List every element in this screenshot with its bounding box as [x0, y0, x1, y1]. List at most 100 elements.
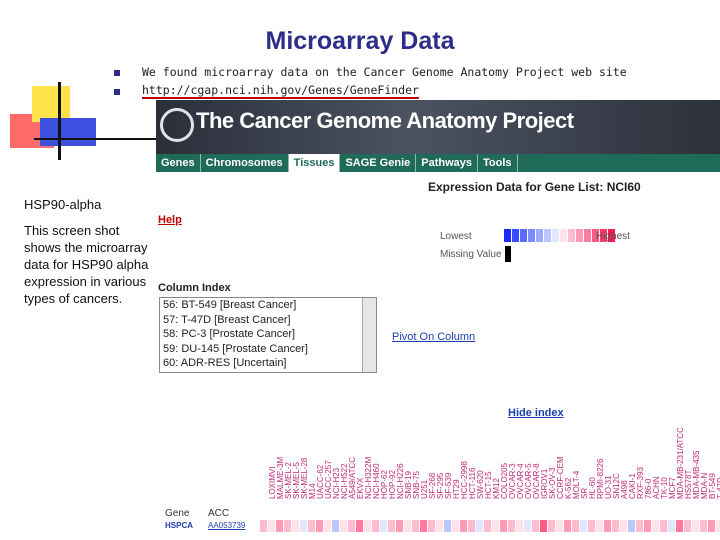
column-index-option[interactable]: 59: DU-145 [Prostate Cancer]	[163, 342, 308, 355]
cell-line-label: U251	[412, 418, 429, 508]
color-scale-legend	[504, 229, 616, 242]
heat-cell	[716, 520, 720, 532]
cell-line-label: SF-539	[436, 418, 453, 508]
column-index-option[interactable]: 58: PC-3 [Prostate Cancer]	[163, 328, 296, 340]
cell-line-label: SK-OV-3	[540, 418, 557, 508]
scale-swatch	[568, 229, 575, 242]
column-index-option[interactable]: 60: ADR-RES [Uncertain]	[163, 357, 287, 369]
cell-line-label: NCI-H226	[388, 418, 405, 508]
legend-lowest-label: Lowest	[440, 231, 472, 242]
heat-cell	[284, 520, 291, 532]
gene-symbol[interactable]: HSPCA	[165, 521, 194, 530]
scale-swatch	[504, 229, 511, 242]
legend-highest-label: Highest	[596, 231, 630, 242]
acc-column-header: ACC	[208, 508, 230, 519]
heat-cell	[596, 520, 603, 532]
heat-cell	[268, 520, 275, 532]
cell-line-label: OVCAR-8	[524, 418, 541, 508]
column-index-option[interactable]: 56: BT-549 [Breast Cancer]	[163, 299, 297, 311]
help-link[interactable]: Help	[158, 214, 182, 226]
heat-cell	[388, 520, 395, 532]
sidebar-description: This screen shot shows the microarray da…	[24, 223, 149, 306]
heat-cell	[692, 520, 699, 532]
gene-column-header: Gene	[165, 508, 190, 519]
heat-cell	[428, 520, 435, 532]
hide-index-link[interactable]: Hide index	[508, 407, 564, 419]
cgap-nav-bar: Genes Chromosomes Tissues SAGE Genie Pathway…	[156, 154, 720, 172]
cell-line-label: HCT-15	[476, 418, 493, 508]
heat-cell	[612, 520, 619, 532]
cell-line-label: HS578T	[676, 418, 693, 508]
cell-line-label: A498	[612, 418, 629, 508]
heat-cell	[484, 520, 491, 532]
nav-tab-tissues[interactable]: Tissues	[288, 154, 341, 172]
cell-line-label: SN12C	[604, 418, 621, 508]
cell-line-label: COLO205	[492, 418, 509, 508]
cell-line-label: LOXIMVI	[260, 418, 277, 508]
heat-cell	[380, 520, 387, 532]
heat-cell	[300, 520, 307, 532]
heat-cell	[356, 520, 363, 532]
decorative-horizontal-line	[34, 138, 160, 140]
cell-line-label: MCF7	[660, 418, 677, 508]
cell-line-label: ACHN	[644, 418, 661, 508]
nav-tab-pathways[interactable]: Pathways	[416, 154, 478, 172]
heat-cell	[452, 520, 459, 532]
cell-line-label: SF-268	[420, 418, 437, 508]
pivot-on-column-link[interactable]: Pivot On Column	[392, 331, 476, 343]
cell-line-label: NCI-H522	[332, 418, 349, 508]
cgap-banner-title: The Cancer Genome Anatomy Project	[196, 108, 574, 133]
heat-cell	[476, 520, 483, 532]
bullet-marker-2	[114, 89, 120, 95]
scale-swatch	[600, 229, 607, 242]
cell-line-label: RPMI-8226	[588, 418, 605, 508]
heat-cell	[412, 520, 419, 532]
cell-line-label: KM12	[484, 418, 501, 508]
heat-cell	[620, 520, 627, 532]
scale-swatch	[528, 229, 535, 242]
heat-cell	[580, 520, 587, 532]
scale-swatch	[536, 229, 543, 242]
cell-line-label: HOP-92	[380, 418, 397, 508]
decorative-vertical-line	[58, 82, 61, 160]
cell-line-label: SK-MEL-5	[284, 418, 301, 508]
heat-cell	[364, 520, 371, 532]
cell-line-label: MDA-MB-231/ATCC	[668, 418, 685, 508]
accession-link[interactable]: AA053739	[208, 521, 246, 530]
nav-tab-sage-genie[interactable]: SAGE Genie	[340, 154, 417, 172]
column-index-listbox[interactable]: 56: BT-549 [Breast Cancer] 57: T-47D [Bre…	[159, 297, 377, 373]
cell-line-label: RXF-393	[628, 418, 645, 508]
heat-cell	[564, 520, 571, 532]
scale-swatch	[592, 229, 599, 242]
expression-data-title: Expression Data for Gene List: NCI60	[428, 180, 641, 194]
nav-tab-genes[interactable]: Genes	[156, 154, 201, 172]
scale-swatch	[576, 229, 583, 242]
heat-cell	[556, 520, 563, 532]
heat-cell	[644, 520, 651, 532]
expression-heat-row	[260, 520, 720, 532]
cgap-banner: The Cancer Genome Anatomy Project	[156, 100, 720, 154]
cell-line-label: HCT-116	[460, 418, 477, 508]
heat-cell	[524, 520, 531, 532]
nav-tab-tools[interactable]: Tools	[478, 154, 518, 172]
heat-cell	[444, 520, 451, 532]
column-index-label: Column Index	[158, 282, 231, 294]
cgap-url-link[interactable]: http://cgap.nci.nih.gov/Genes/GeneFinder	[142, 83, 419, 97]
cell-line-label: HT29	[444, 418, 461, 508]
heat-cell	[348, 520, 355, 532]
heat-cell	[604, 520, 611, 532]
listbox-scrollbar[interactable]	[362, 298, 376, 372]
cell-line-label: NCI-H322M	[356, 418, 373, 508]
heat-cell	[668, 520, 675, 532]
heat-cell	[436, 520, 443, 532]
heat-cell	[508, 520, 515, 532]
column-index-option[interactable]: 57: T-47D [Breast Cancer]	[163, 313, 291, 326]
heat-cell	[548, 520, 555, 532]
legend-missing-label: Missing Value	[440, 249, 502, 260]
nav-tab-chromosomes[interactable]: Chromosomes	[201, 154, 289, 172]
cell-line-label: EKVX	[348, 418, 365, 508]
cell-line-label: SW-620	[468, 418, 485, 508]
heat-cell	[676, 520, 683, 532]
cell-line-label: MDA-N	[692, 418, 709, 508]
cell-line-label: T-47D	[708, 418, 720, 508]
